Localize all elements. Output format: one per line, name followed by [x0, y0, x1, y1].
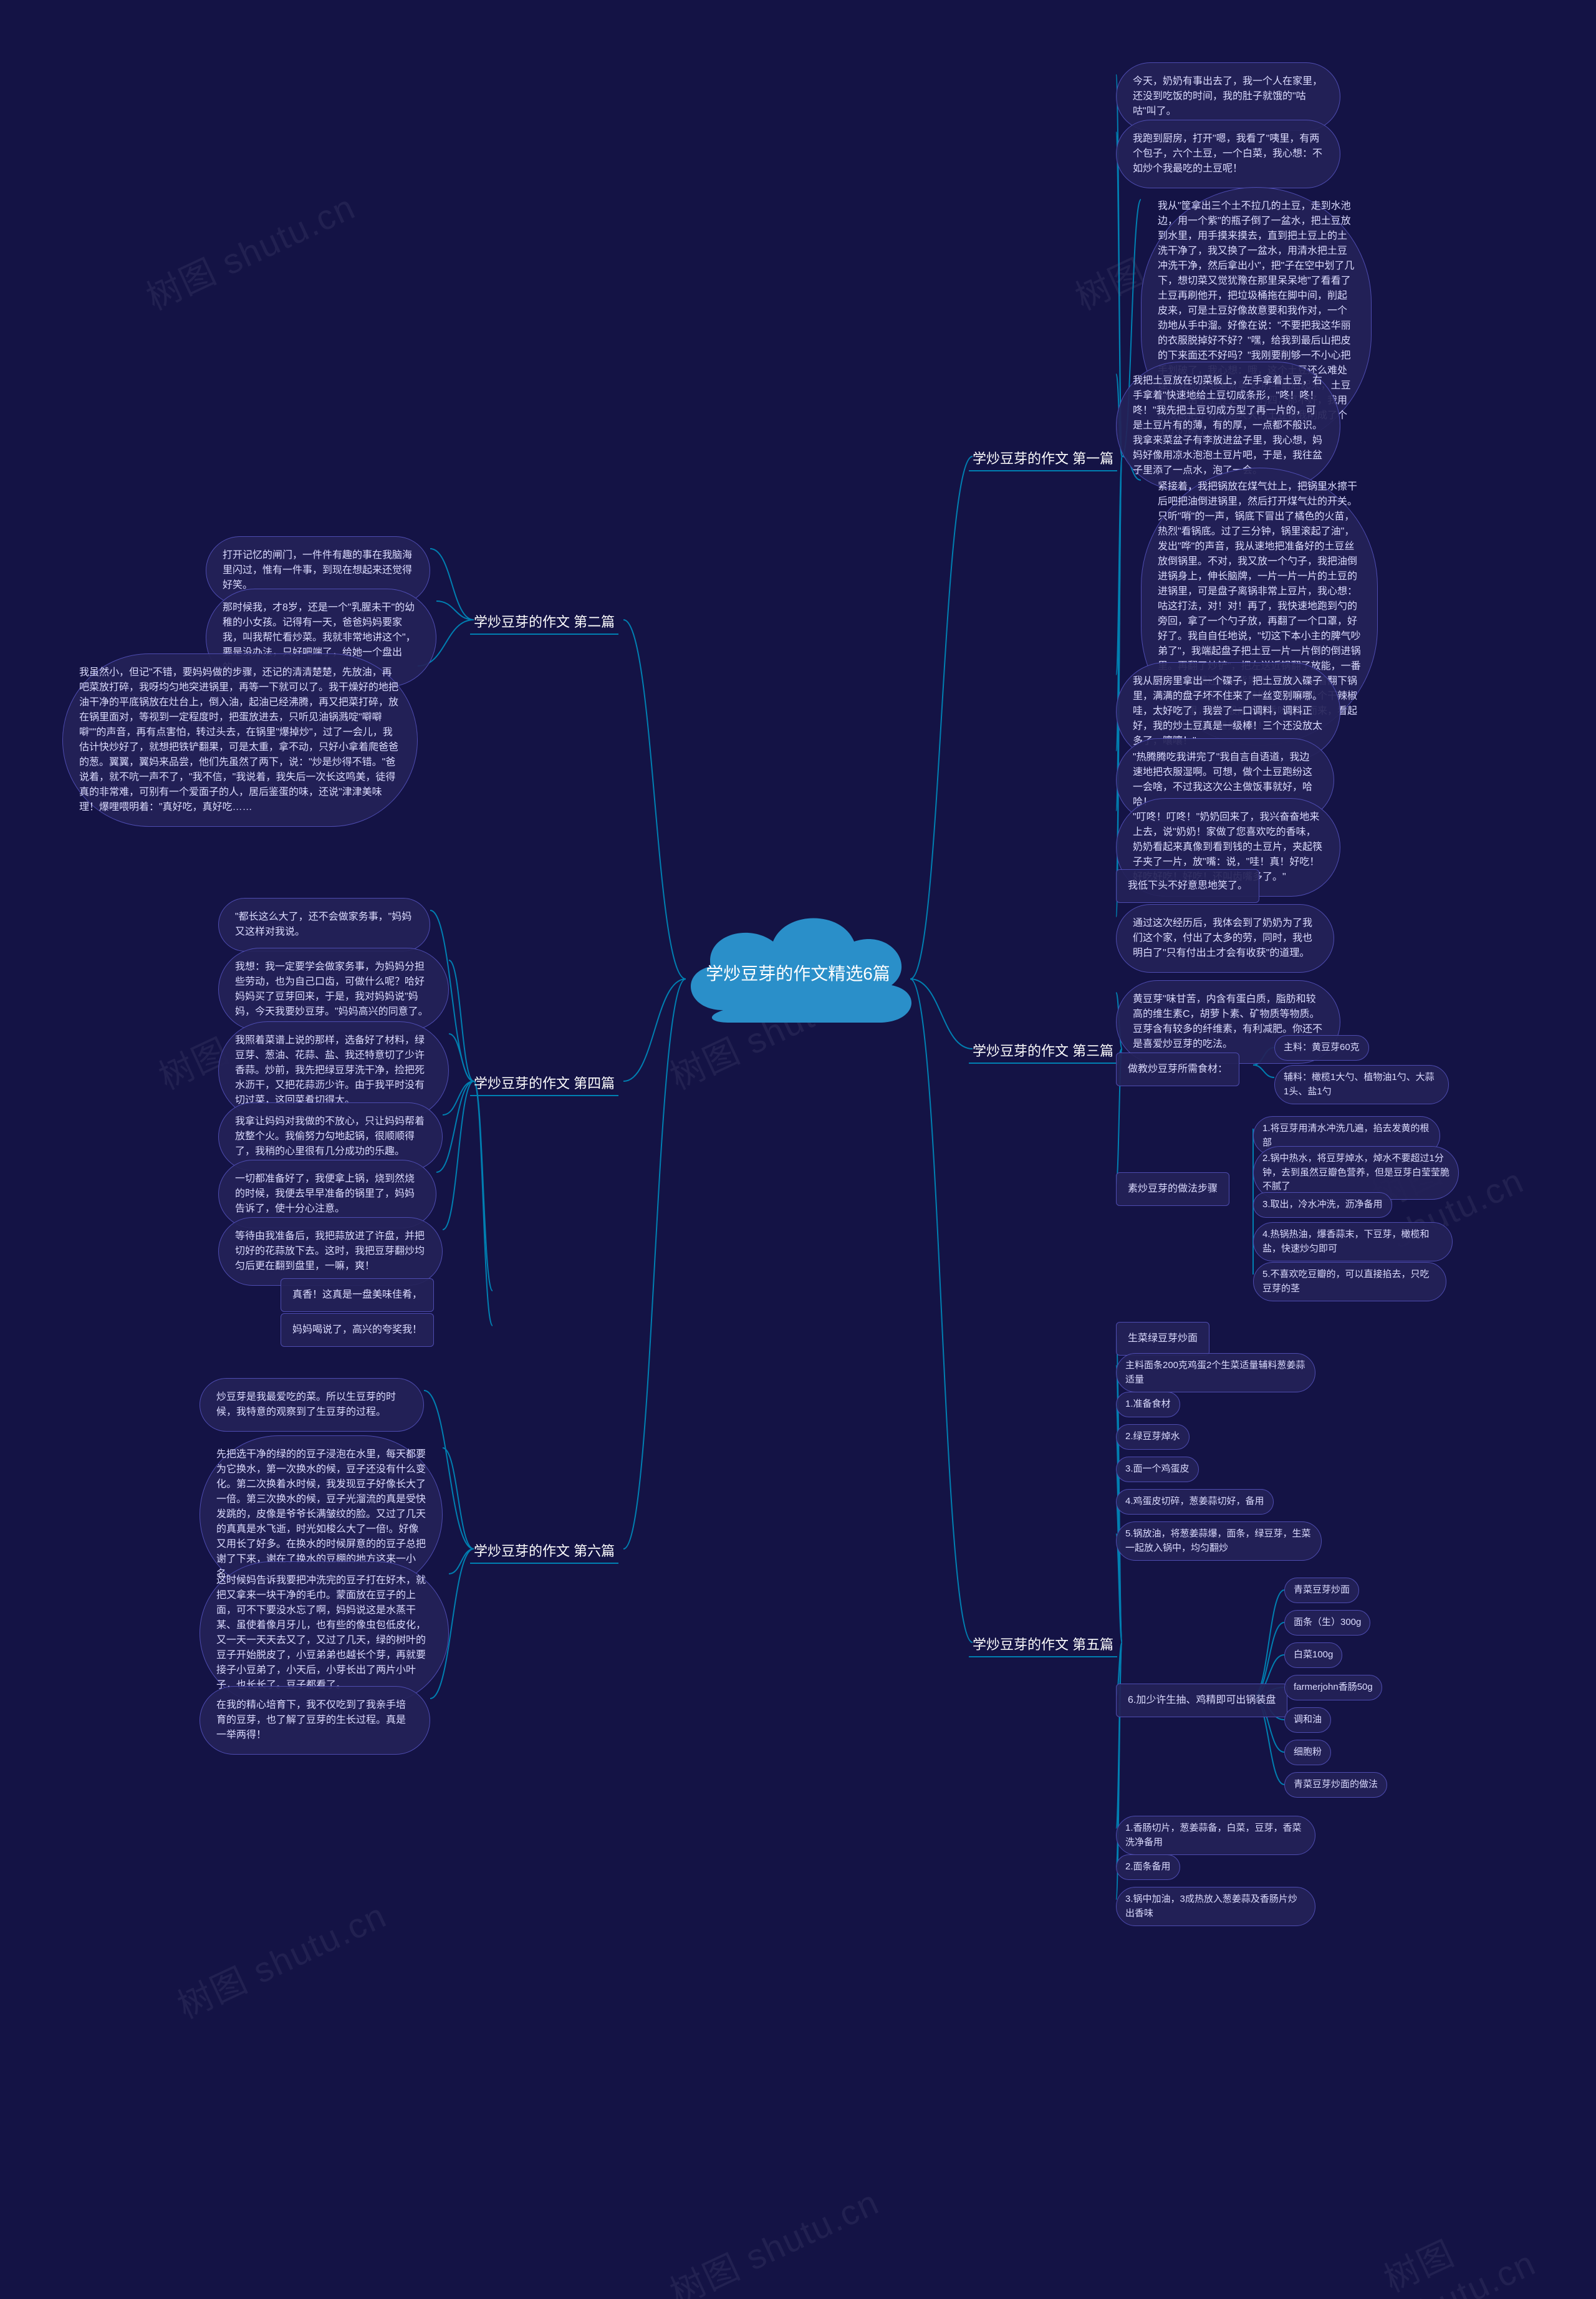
mindmap-node[interactable]: 这时候妈告诉我要把冲洗完的豆子打在好木，就把又拿来一块干净的毛巾。蒙面放在豆子的…: [200, 1561, 449, 1705]
mindmap-node[interactable]: 1.香肠切片，葱姜蒜备，白菜，豆芽，香菜洗净备用: [1116, 1816, 1315, 1855]
mindmap-node[interactable]: 青菜豆芽炒面: [1284, 1578, 1359, 1603]
mindmap-node[interactable]: 真香！这真是一盘美味佳肴，: [281, 1278, 434, 1312]
mindmap-node[interactable]: 主料：黄豆芽60克: [1274, 1035, 1369, 1061]
mindmap-node[interactable]: 3.取出，冷水冲洗，沥净备用: [1253, 1192, 1392, 1218]
mindmap-node[interactable]: 5.锅放油，将葱姜蒜爆，面条，绿豆芽，生菜一起放入锅中，均匀翻炒: [1116, 1521, 1322, 1561]
mindmap-node[interactable]: 白菜100g: [1284, 1642, 1342, 1668]
mindmap-node[interactable]: 在我的精心培育下，我不仅吃到了我亲手培育的豆芽，也了解了豆芽的生长过程。真是一举…: [200, 1686, 430, 1755]
mindmap-node[interactable]: 5.不喜欢吃豆瓣的，可以直接掐去，只吃豆芽的茎: [1253, 1262, 1446, 1301]
watermark: 树图 shutu.cn: [1375, 2167, 1596, 2299]
center-topic[interactable]: 学炒豆芽的作文精选6篇: [667, 898, 929, 1048]
watermark: 树图 shutu.cn: [168, 1887, 394, 2028]
mindmap-node[interactable]: 生菜绿豆芽炒面: [1116, 1322, 1209, 1356]
mindmap-node[interactable]: 6.加少许生抽、鸡精即可出锅装盘: [1116, 1684, 1287, 1717]
watermark: 树图 shutu.cn: [661, 2174, 887, 2299]
mindmap-node[interactable]: 4.鸡蛋皮切碎，葱姜蒜切好，备用: [1116, 1489, 1274, 1515]
mindmap-node[interactable]: 面条（生）300g: [1284, 1610, 1370, 1636]
mindmap-node[interactable]: 2.面条备用: [1116, 1854, 1180, 1880]
mindmap-node[interactable]: 主料面条200克鸡蛋2个生菜适量辅料葱姜蒜适量: [1116, 1353, 1315, 1392]
branch-label[interactable]: 学炒豆芽的作文 第一篇: [973, 448, 1113, 468]
mindmap-node[interactable]: 3.面一个鸡蛋皮: [1116, 1457, 1199, 1482]
mindmap-node[interactable]: 通过这次经历后，我体会到了奶奶为了我们这个家，付出了太多的劳，同时，我也明白了"…: [1116, 904, 1334, 973]
mindmap-node[interactable]: 3.锅中加油，3成热放入葱姜蒜及香肠片炒出香味: [1116, 1887, 1315, 1926]
mindmap-node[interactable]: "都长这么大了，还不会做家务事，"妈妈又这样对我说。: [218, 898, 430, 952]
mindmap-node[interactable]: 我低下头不好意思地笑了。: [1116, 869, 1259, 903]
mindmap-node[interactable]: 细胞粉: [1284, 1740, 1331, 1765]
mindmap-node[interactable]: 1.准备食材: [1116, 1392, 1180, 1417]
mindmap-node[interactable]: 我把土豆放在切菜板上，左手拿着土豆，右手拿着"快速地给土豆切成条形，"咚！咚！咚…: [1116, 362, 1340, 490]
watermark: 树图 shutu.cn: [137, 179, 363, 320]
mindmap-node[interactable]: 调和油: [1284, 1707, 1331, 1733]
mindmap-node[interactable]: 2.锅中热水，将豆芽焯水，焯水不要超过1分钟，去到虽然豆瓣色营养，但是豆芽白莹莹…: [1253, 1146, 1459, 1200]
mindmap-node[interactable]: 做教炒豆芽所需食材：: [1116, 1053, 1239, 1086]
branch-label[interactable]: 学炒豆芽的作文 第四篇: [474, 1072, 615, 1092]
mindmap-node[interactable]: 我虽然小，但记"不错，要妈妈做的步骤，还记的清清楚楚，先放油，再吧菜放打碎，我呀…: [62, 653, 418, 827]
branch-label[interactable]: 学炒豆芽的作文 第六篇: [474, 1540, 615, 1560]
branch-label[interactable]: 学炒豆芽的作文 第二篇: [474, 611, 615, 631]
mindmap-node[interactable]: 青菜豆芽炒面的做法: [1284, 1772, 1387, 1798]
mindmap-node[interactable]: 等待由我准备后，我把蒜放进了许盘，并把切好的花蒜放下去。这时，我把豆芽翻炒均匀后…: [218, 1217, 443, 1286]
mindmap-node[interactable]: 我跑到厨房，打开"嗯，我看了"咦里，有两个包子，六个土豆，一个白菜，我心想：不如…: [1116, 120, 1340, 188]
mindmap-node[interactable]: 4.热锅热油，爆香蒜末，下豆芽，橄榄和盐，快速炒匀即可: [1253, 1222, 1453, 1261]
mindmap-node[interactable]: 我想：我一定要学会做家务事，为妈妈分担些劳动，也为自己口齿，可做什么呢？哈好妈妈…: [218, 948, 449, 1031]
mindmap-node[interactable]: 妈妈喝说了，高兴的夸奖我！: [281, 1313, 434, 1347]
mindmap-node[interactable]: 辅料：橄榄1大勺、植物油1勺、大蒜1头、盐1勺: [1274, 1065, 1449, 1104]
center-title: 学炒豆芽的作文精选6篇: [706, 960, 890, 985]
mindmap-node[interactable]: 素炒豆芽的做法步骤: [1116, 1172, 1229, 1206]
mindmap-node[interactable]: farmerjohn香肠50g: [1284, 1675, 1382, 1700]
mindmap-node[interactable]: 2.绿豆芽焯水: [1116, 1424, 1190, 1450]
branch-label[interactable]: 学炒豆芽的作文 第三篇: [973, 1040, 1113, 1060]
mindmap-node[interactable]: 炒豆芽是我最爱吃的菜。所以生豆芽的时候，我特意的观察到了生豆芽的过程。: [200, 1378, 424, 1432]
branch-label[interactable]: 学炒豆芽的作文 第五篇: [973, 1634, 1113, 1654]
